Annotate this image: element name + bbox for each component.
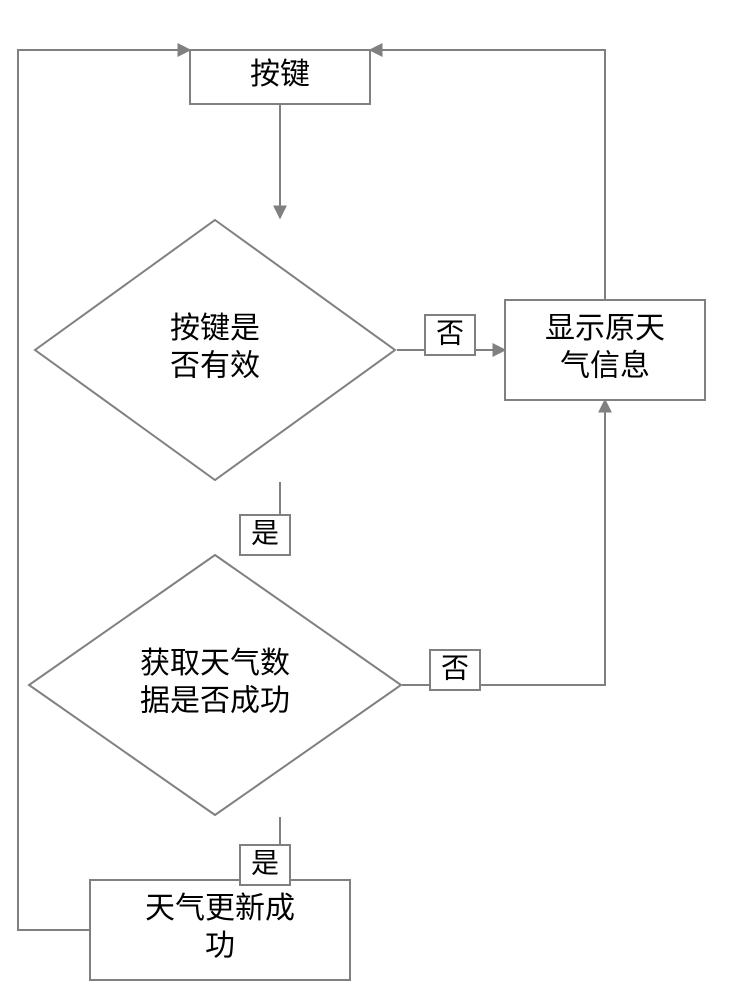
node-label: 气信息 (560, 350, 650, 383)
edge-label: 否 (425, 315, 475, 355)
node-label: 按键是 (170, 312, 260, 345)
flow-edge (402, 400, 605, 685)
node-n_success: 天气更新成功 (90, 880, 350, 980)
flowchart-canvas: 按键按键是否有效获取天气数据是否成功天气更新成功显示原天气信息是是否否 (0, 0, 739, 1000)
edges (18, 50, 605, 930)
node-n_fetch: 获取天气数据是否成功 (29, 555, 401, 815)
node-n_start: 按键 (190, 50, 370, 104)
svg-text:是: 是 (251, 848, 279, 879)
node-label: 否有效 (170, 350, 260, 383)
node-label: 获取天气数 (140, 647, 290, 680)
node-label: 据是否成功 (140, 685, 290, 718)
node-label: 功 (205, 930, 235, 963)
edge-label: 否 (430, 650, 480, 690)
edge-label: 是 (240, 515, 290, 555)
flow-edge (18, 50, 190, 930)
svg-text:否: 否 (441, 653, 469, 684)
edge-label: 是 (240, 845, 290, 885)
node-label: 按键 (250, 58, 310, 91)
flow-edge (370, 50, 605, 300)
node-label: 显示原天 (545, 312, 665, 345)
nodes: 按键按键是否有效获取天气数据是否成功天气更新成功 显示原天气信息 (29, 50, 705, 980)
node-n_valid: 按键是否有效 (35, 220, 395, 480)
svg-text:是: 是 (251, 518, 279, 549)
svg-text:否: 否 (436, 318, 464, 349)
node-label: 天气更新成 (145, 892, 295, 925)
node-n_showold: 显示原天气信息 (505, 300, 705, 400)
